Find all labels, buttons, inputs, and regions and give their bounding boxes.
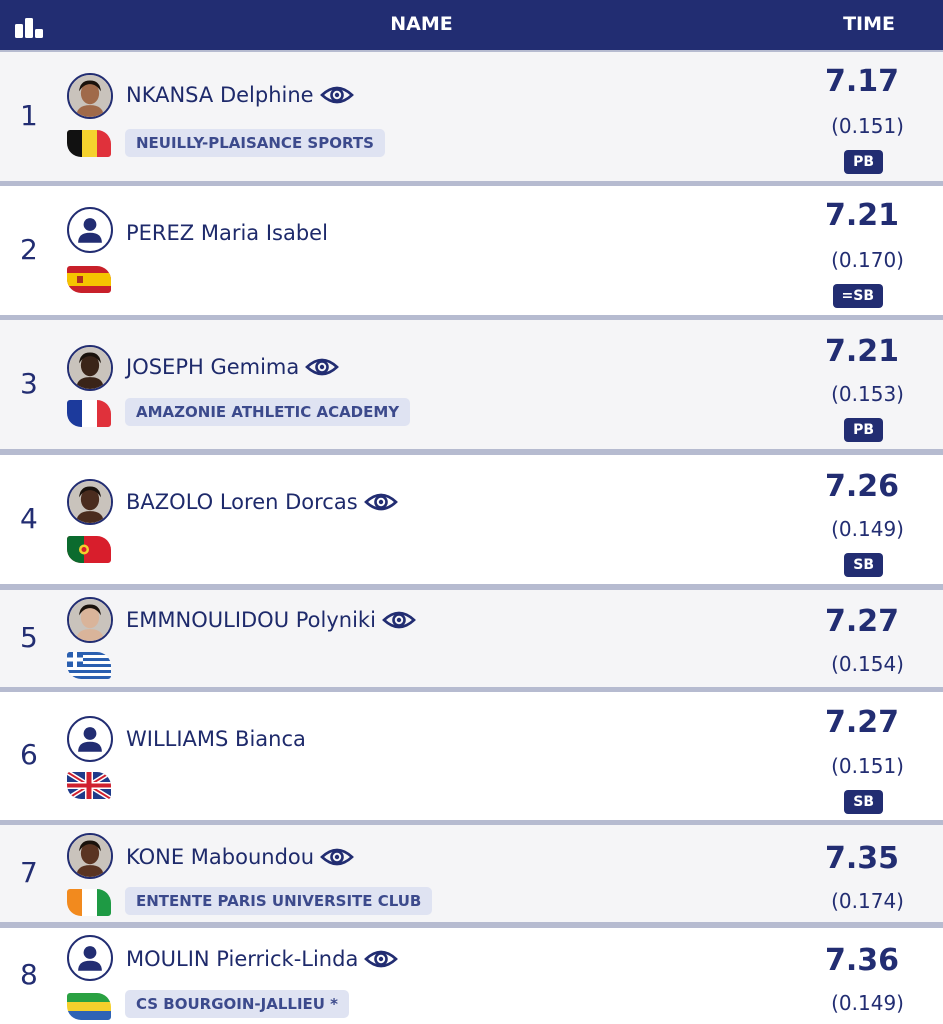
country-flag-civ	[67, 889, 111, 916]
result-time: 7.21	[824, 198, 899, 233]
athlete-photo[interactable]	[67, 597, 113, 643]
result-time: 7.36	[824, 943, 899, 978]
club-badge: NEUILLY-PLAISANCE SPORTS	[125, 129, 385, 157]
rank-number: 3	[20, 366, 38, 400]
record-badge: PB	[844, 418, 883, 442]
club-badge: CS BOURGOIN-JALLIEU *	[125, 990, 350, 1018]
result-time: 7.35	[824, 841, 899, 876]
reaction-time: (0.149)	[831, 991, 904, 1015]
reaction-time: (0.170)	[831, 248, 904, 272]
country-flag-por	[67, 536, 111, 563]
rank-number: 1	[20, 98, 38, 132]
athlete-name-line: NKANSA Delphine	[126, 83, 354, 107]
result-row[interactable]: 6 WILLIAMS Bianca 7.27 (0.151) SB	[0, 692, 943, 820]
result-row[interactable]: 5 EMMNOULIDOU Polyniki 7.27 (0.154)	[0, 590, 943, 687]
result-row[interactable]: 7 KONE Maboundou ENTENTE PARIS UNIVERSITE …	[0, 825, 943, 922]
reaction-time: (0.149)	[831, 517, 904, 541]
avatar-placeholder-icon[interactable]	[67, 207, 113, 253]
club-badge: ENTENTE PARIS UNIVERSITE CLUB	[125, 887, 433, 915]
country-flag-gre	[67, 652, 111, 679]
time-column-header[interactable]: TIME	[843, 13, 895, 35]
record-badge: PB	[844, 150, 883, 174]
record-badge: =SB	[832, 284, 883, 308]
reaction-time: (0.151)	[831, 114, 904, 138]
country-flag-fra	[67, 400, 111, 427]
record-badge: SB	[844, 553, 883, 577]
athlete-name-line: MOULIN Pierrick-Linda	[126, 947, 399, 971]
athlete-name[interactable]: JOSEPH Gemima	[126, 355, 300, 379]
country-flag-esp	[67, 266, 111, 293]
result-row[interactable]: 4 BAZOLO Loren Dorcas 7.26 (0.149) SB	[0, 455, 943, 584]
eye-icon[interactable]	[364, 948, 399, 970]
athlete-photo[interactable]	[67, 479, 113, 525]
result-time: 7.27	[824, 705, 899, 740]
athlete-name-line: JOSEPH Gemima	[126, 355, 340, 379]
athlete-name[interactable]: BAZOLO Loren Dorcas	[126, 490, 358, 514]
country-flag-gbr	[67, 772, 111, 799]
athlete-name-line: PEREZ Maria Isabel	[126, 221, 328, 245]
record-badge: SB	[844, 790, 883, 814]
rank-number: 4	[20, 501, 38, 535]
athlete-name[interactable]: EMMNOULIDOU Polyniki	[126, 608, 376, 632]
eye-icon[interactable]	[320, 846, 354, 868]
result-row[interactable]: 3 JOSEPH Gemima AMAZONIE ATHLETIC ACADEMY 7…	[0, 320, 943, 449]
rank-number: 7	[20, 855, 38, 889]
country-flag-gab	[67, 993, 111, 1020]
athlete-photo[interactable]	[67, 73, 113, 119]
eye-icon[interactable]	[363, 491, 398, 513]
athlete-name-line: EMMNOULIDOU Polyniki	[126, 608, 416, 632]
avatar-placeholder-icon[interactable]	[67, 935, 113, 981]
athlete-name[interactable]: NKANSA Delphine	[126, 83, 314, 107]
result-time: 7.21	[824, 334, 899, 369]
result-time: 7.26	[824, 469, 899, 504]
club-badge: AMAZONIE ATHLETIC ACADEMY	[125, 398, 411, 426]
rank-number: 2	[20, 232, 38, 266]
result-row[interactable]: 2 PEREZ Maria Isabel 7.21 (0.170) =SB	[0, 186, 943, 315]
results-header: NAME TIME	[0, 0, 943, 50]
reaction-time: (0.153)	[831, 382, 904, 406]
eye-icon[interactable]	[305, 356, 340, 378]
athlete-name-line: KONE Maboundou	[126, 845, 354, 869]
result-time: 7.27	[824, 604, 899, 639]
result-row[interactable]: 8 MOULIN Pierrick-Linda CS BOURGOIN-JALLIE…	[0, 928, 943, 1024]
result-row[interactable]: 1 NKANSA Delphine NEUILLY-PLAISANCE SPORTS…	[0, 52, 943, 181]
athlete-photo[interactable]	[67, 833, 113, 879]
reaction-time: (0.154)	[831, 652, 904, 676]
eye-icon[interactable]	[319, 84, 354, 106]
athlete-photo[interactable]	[67, 345, 113, 391]
rank-number: 8	[20, 958, 38, 991]
athlete-name-line: WILLIAMS Bianca	[126, 727, 306, 751]
eye-icon[interactable]	[382, 609, 416, 631]
reaction-time: (0.174)	[831, 889, 904, 913]
result-time: 7.17	[824, 64, 899, 99]
rank-number: 6	[20, 738, 38, 771]
athlete-name-line: BAZOLO Loren Dorcas	[126, 490, 398, 514]
country-flag-bel	[67, 130, 111, 157]
name-column-header[interactable]: NAME	[390, 13, 453, 35]
athlete-name[interactable]: PEREZ Maria Isabel	[126, 221, 328, 245]
rank-number: 5	[20, 620, 38, 654]
podium-icon	[15, 18, 43, 38]
avatar-placeholder-icon[interactable]	[67, 716, 113, 762]
athlete-name[interactable]: KONE Maboundou	[126, 845, 315, 869]
reaction-time: (0.151)	[831, 754, 904, 778]
athlete-name[interactable]: MOULIN Pierrick-Linda	[126, 947, 359, 971]
athlete-name[interactable]: WILLIAMS Bianca	[126, 727, 306, 751]
